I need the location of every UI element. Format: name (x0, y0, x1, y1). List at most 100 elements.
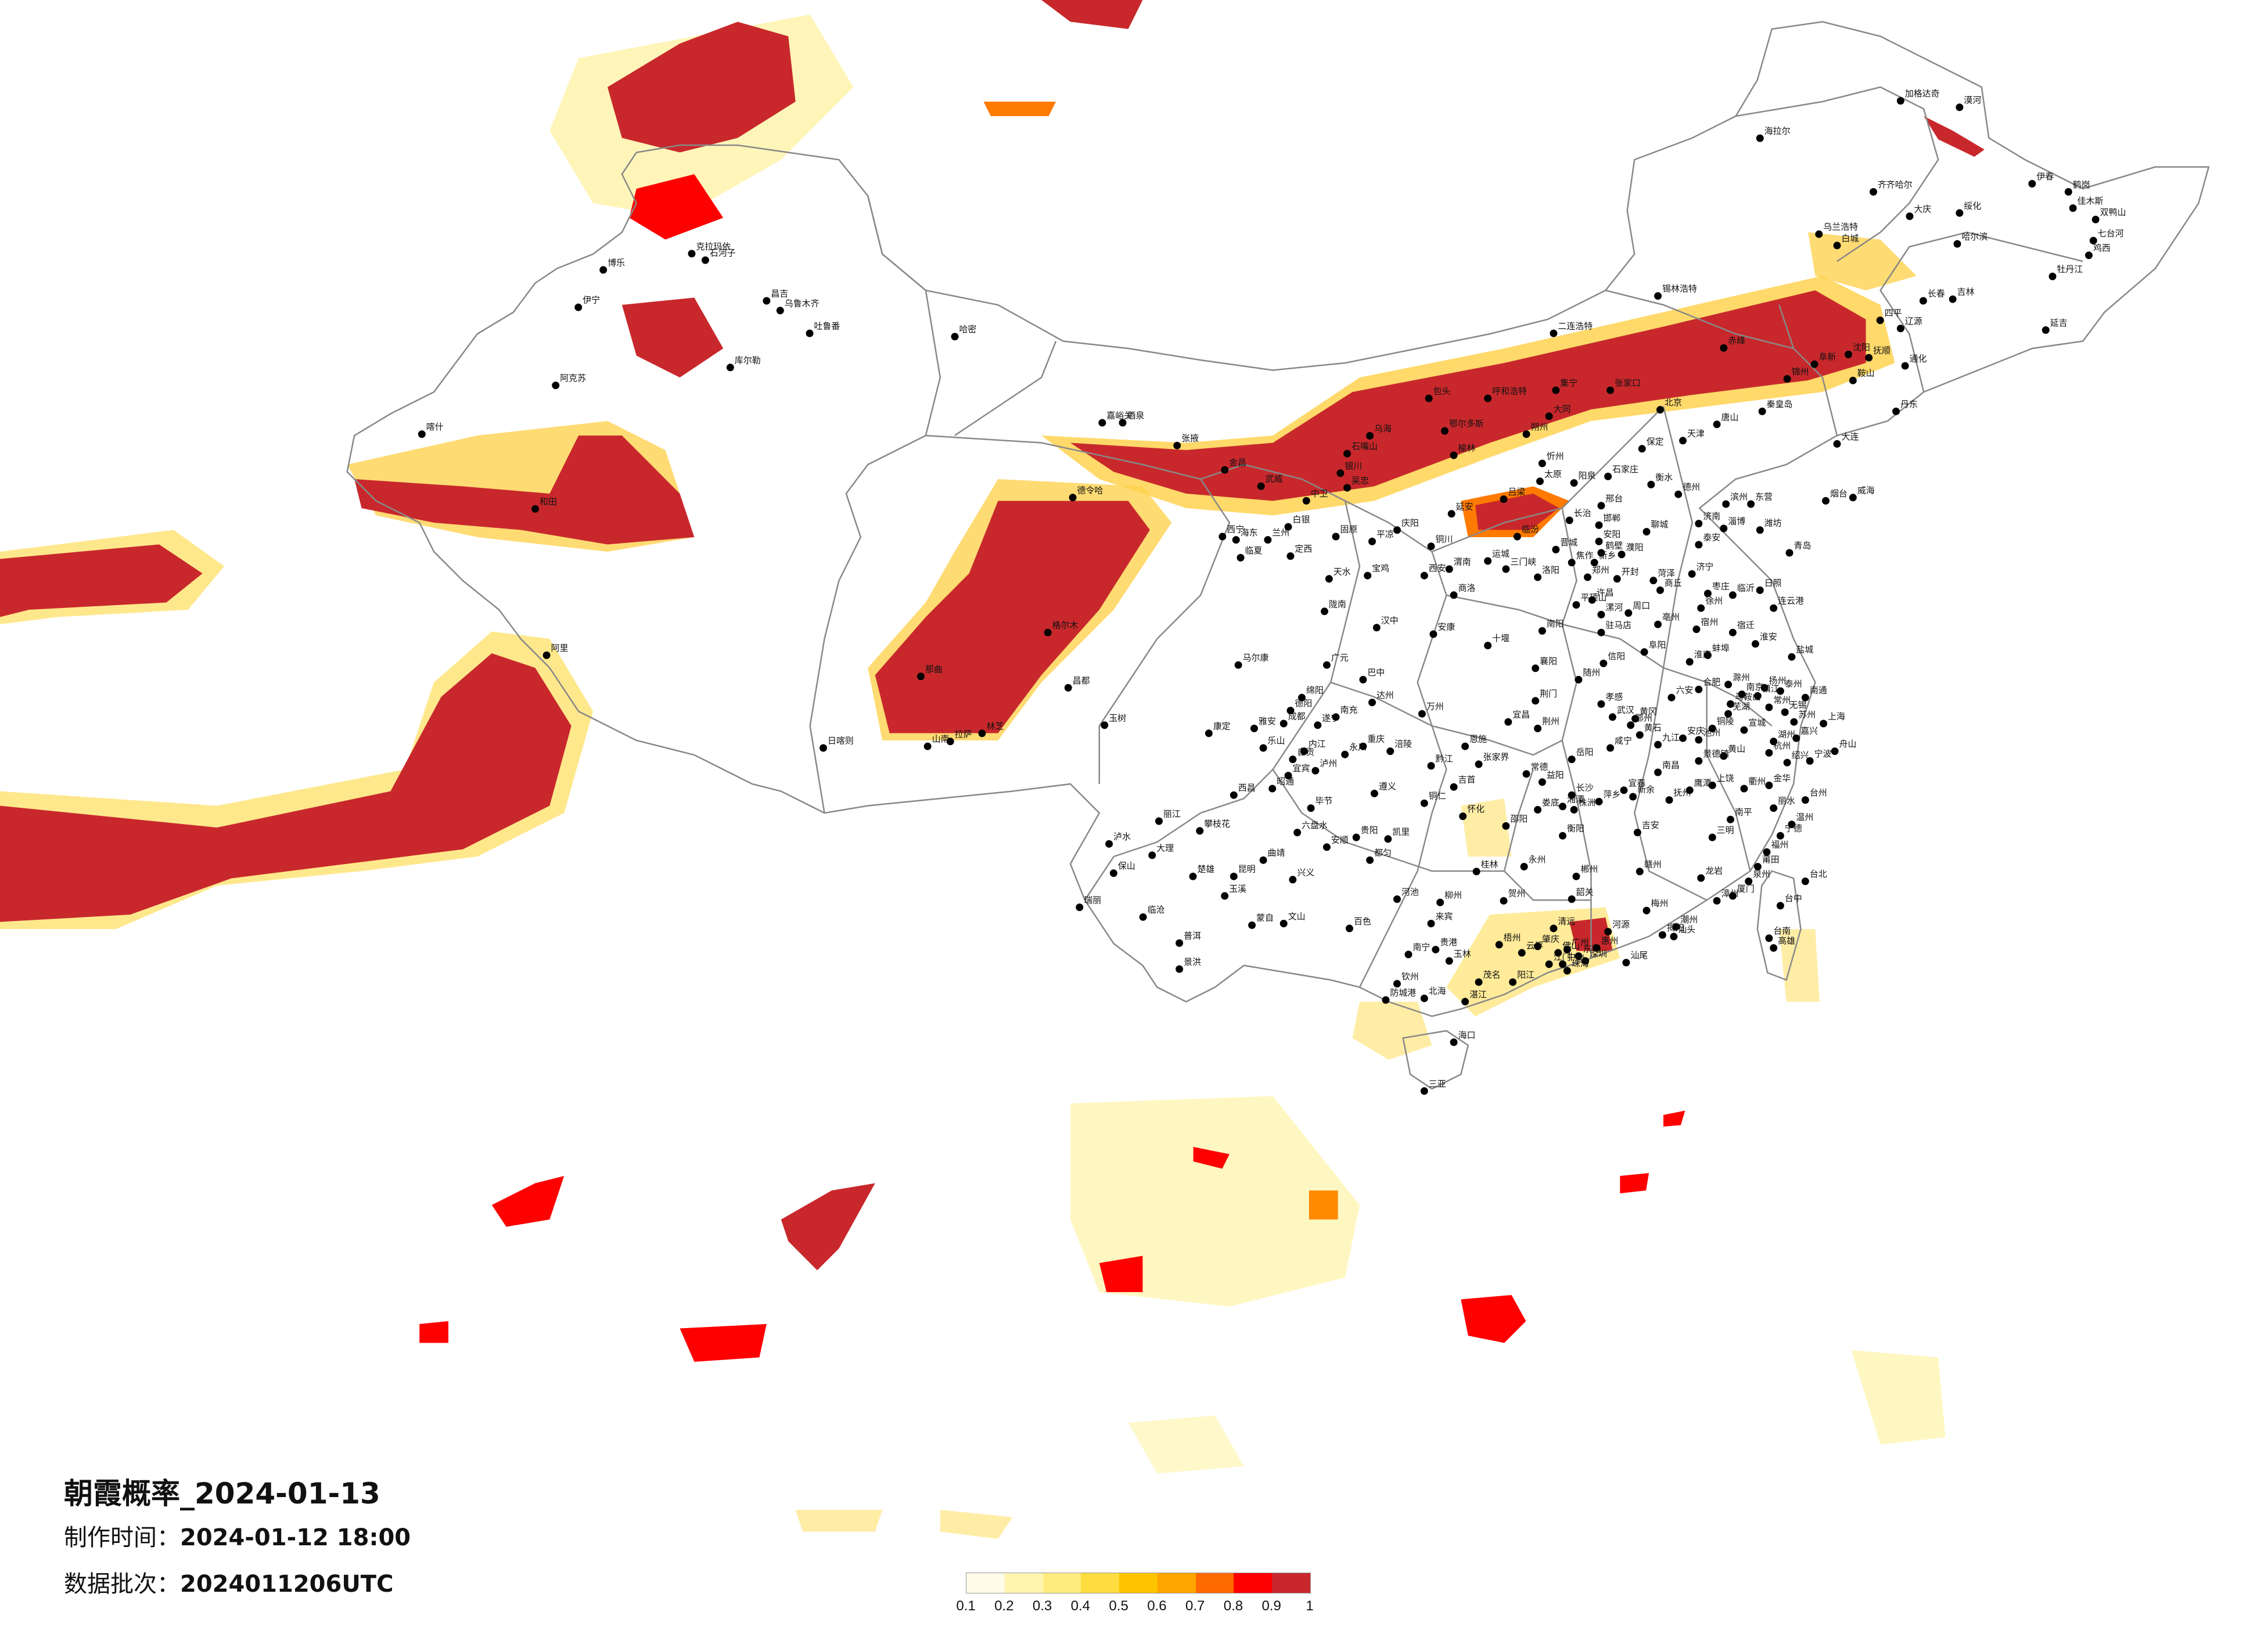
city-dot (1302, 497, 1310, 505)
city-dot (1538, 627, 1546, 635)
city-label: 南充 (1340, 704, 1358, 715)
city-label: 曲靖 (1268, 848, 1285, 858)
province-line (1432, 725, 1563, 756)
city-dot (1595, 521, 1603, 529)
legend-swatch (1119, 1573, 1158, 1593)
city-label: 泰州 (1785, 678, 1802, 689)
city-label: 潍坊 (1764, 517, 1782, 528)
province-line (925, 434, 1231, 784)
city-label: 汕尾 (1630, 950, 1648, 961)
city-dot (1785, 549, 1793, 557)
made-time-value: 2024-01-12 18:00 (180, 1524, 411, 1551)
city-label: 黔江 (1436, 753, 1453, 764)
city-label: 驻马店 (1605, 620, 1631, 631)
city-dot (1447, 510, 1455, 518)
city-label: 临沂 (1737, 582, 1755, 593)
city-label: 乌鲁木齐 (785, 298, 820, 308)
city-label: 景洪 (1184, 956, 1201, 967)
city-dot (1575, 675, 1583, 684)
city-label: 海口 (1458, 1030, 1476, 1040)
city-label: 晋城 (1560, 537, 1577, 548)
city-label: 汕头 (1678, 924, 1695, 934)
city-dot (1459, 812, 1467, 821)
city-label: 上饶 (1717, 773, 1734, 783)
city-dot (1259, 744, 1267, 752)
city-dot (1259, 856, 1267, 864)
city-dot (1425, 394, 1433, 402)
city-label: 长沙 (1576, 783, 1594, 793)
city-label: 克拉玛依 (696, 241, 731, 251)
city-dot (1595, 797, 1603, 805)
city-label: 阜新 (1818, 352, 1836, 362)
city-dot (1248, 921, 1256, 929)
city-dot (1765, 934, 1773, 942)
city-label: 延安 (1456, 501, 1473, 512)
province-line (1879, 231, 2083, 393)
city-dot (1708, 724, 1716, 732)
city-label: 重庆 (1367, 734, 1385, 744)
city-dot (1307, 804, 1315, 812)
city-label: 江门 (1554, 952, 1571, 962)
city-label: 哈尔滨 (1961, 231, 1987, 242)
city-label: 枣庄 (1712, 581, 1730, 591)
city-dot (1450, 1038, 1458, 1046)
city-label: 马尔康 (1243, 653, 1269, 663)
city-dot (1679, 734, 1687, 742)
city-dot (1753, 692, 1762, 700)
city-label: 德州 (1683, 482, 1700, 492)
city-label: 酒泉 (1127, 410, 1144, 420)
city-dot (1565, 516, 1573, 524)
city-dot (1770, 604, 1778, 612)
city-label: 铜川 (1436, 534, 1453, 544)
city-label: 乌兰浩特 (1823, 222, 1858, 232)
city-dot (1176, 939, 1184, 947)
legend-swatch (1157, 1573, 1196, 1593)
city-label: 石嘴山 (1352, 441, 1378, 452)
legend-tick-label: 1 (1306, 1598, 1314, 1614)
city-dot (1654, 768, 1662, 776)
city-label: 焦作 (1576, 550, 1594, 560)
city-dot (1382, 996, 1390, 1004)
city-label: 昌吉 (771, 288, 788, 298)
city-dot (1500, 495, 1508, 503)
city-dot (1776, 832, 1784, 840)
city-dot (1870, 188, 1878, 196)
city-dot (1221, 892, 1229, 900)
city-label: 淮南 (1694, 649, 1712, 660)
city-label: 玉树 (1109, 713, 1126, 723)
city-label: 南宁 (1412, 942, 1430, 952)
city-label: 锡林浩特 (1662, 283, 1697, 294)
city-dot (1044, 628, 1052, 636)
city-label: 莆田 (1762, 854, 1780, 865)
city-label: 涪陵 (1394, 739, 1412, 749)
city-dot (1636, 731, 1644, 739)
city-dot (1595, 537, 1603, 545)
city-label: 梧州 (1504, 932, 1521, 942)
city-dot (1475, 978, 1483, 986)
city-label: 宜昌 (1512, 710, 1530, 720)
city-dot (1427, 542, 1435, 551)
city-dot (1679, 437, 1687, 445)
city-label: 绵阳 (1306, 685, 1324, 696)
city-dot (1608, 713, 1616, 721)
city-label: 黄石 (1644, 722, 1662, 733)
city-label: 深圳 (1590, 948, 1607, 959)
city-dot (951, 333, 959, 341)
city-dot (1747, 500, 1755, 508)
city-label: 滨州 (1730, 491, 1748, 502)
city-dot (1279, 919, 1288, 927)
city-label: 永川 (1349, 742, 1367, 753)
city-dot (1300, 747, 1308, 756)
city-label: 固原 (1340, 524, 1358, 534)
city-dot (1783, 758, 1791, 767)
city-label: 加格达奇 (1905, 88, 1940, 99)
hainan (1402, 1030, 1469, 1090)
city-label: 兴义 (1297, 867, 1314, 877)
city-label: 广州 (1572, 937, 1589, 948)
city-label: 延吉 (2050, 318, 2068, 328)
city-dot (1597, 502, 1605, 510)
city-label: 大庆 (1914, 204, 1931, 214)
province-line (1084, 682, 1332, 901)
city-dot (1420, 571, 1428, 580)
city-label: 安庆 (1687, 726, 1705, 736)
